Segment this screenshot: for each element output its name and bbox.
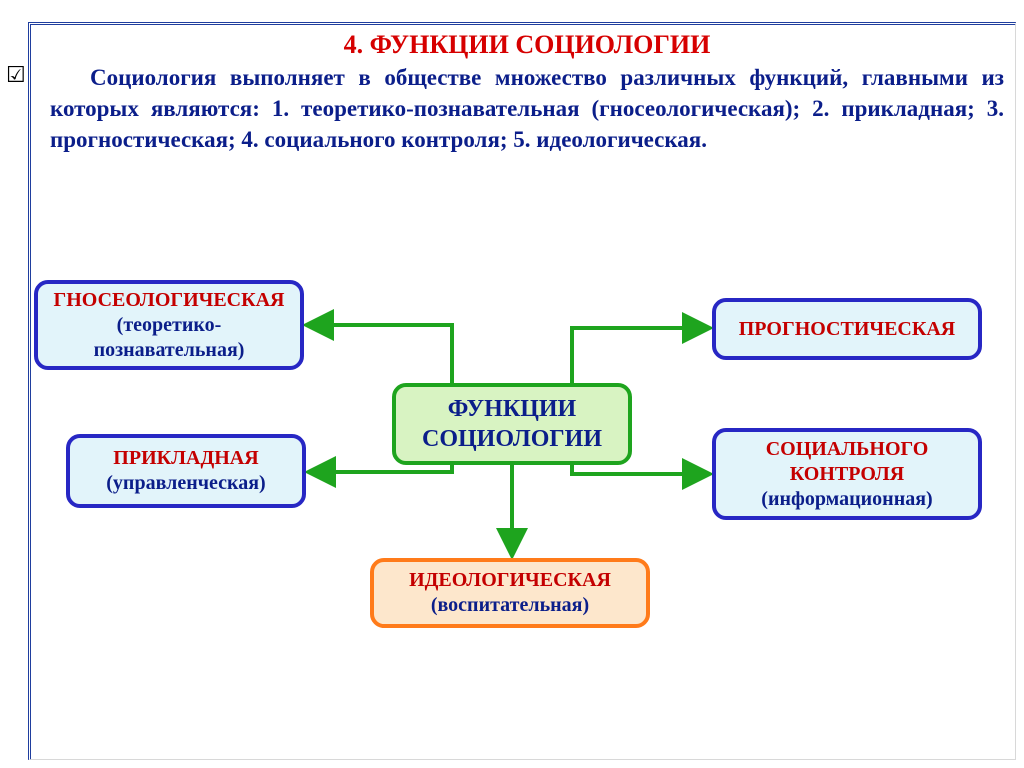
node-ideological: ИДЕОЛОГИЧЕСКАЯ (воспитательная) <box>370 558 650 628</box>
node-progn-main: ПРОГНОСТИЧЕСКАЯ <box>739 317 955 342</box>
node-ideo-sub: (воспитательная) <box>431 593 589 618</box>
node-gnos-main: ГНОСЕОЛОГИЧЕСКАЯ <box>53 288 284 313</box>
center-node: ФУНКЦИИ СОЦИОЛОГИИ <box>392 383 632 465</box>
node-prikl-sub: (управленческая) <box>106 471 265 496</box>
node-gnos-sub: (теоретико-познавательная) <box>46 313 292 363</box>
node-prikl-main: ПРИКЛАДНАЯ <box>113 446 258 471</box>
node-soc-main: СОЦИАЛЬНОГО КОНТРОЛЯ <box>724 437 970 487</box>
node-social-control: СОЦИАЛЬНОГО КОНТРОЛЯ (информационная) <box>712 428 982 520</box>
center-line2: СОЦИОЛОГИИ <box>422 424 602 454</box>
node-applied: ПРИКЛАДНАЯ (управленческая) <box>66 434 306 508</box>
center-line1: ФУНКЦИИ <box>448 394 576 424</box>
diagram-area: ФУНКЦИИ СОЦИОЛОГИИ ГНОСЕОЛОГИЧЕСКАЯ (тео… <box>0 0 1024 768</box>
node-prognostic: ПРОГНОСТИЧЕСКАЯ <box>712 298 982 360</box>
node-gnoseological: ГНОСЕОЛОГИЧЕСКАЯ (теоретико-познавательн… <box>34 280 304 370</box>
node-soc-sub: (информационная) <box>761 487 932 512</box>
node-ideo-main: ИДЕОЛОГИЧЕСКАЯ <box>409 568 611 593</box>
